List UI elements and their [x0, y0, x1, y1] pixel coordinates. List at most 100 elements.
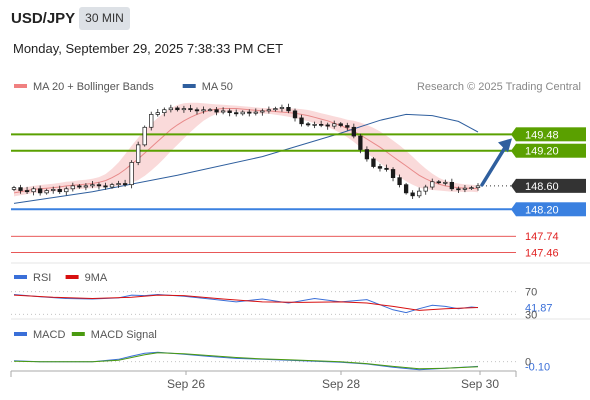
- macd-legend-label-1: MACD Signal: [91, 329, 157, 341]
- candle-body: [286, 107, 291, 112]
- candle-body: [475, 185, 481, 188]
- candle: [325, 122, 330, 130]
- candle: [136, 141, 141, 166]
- level-tag-pointer-2: [511, 178, 516, 193]
- candle-body: [234, 112, 239, 115]
- level-label-3: 148.20: [525, 204, 559, 216]
- candle-body: [338, 123, 343, 126]
- level-label-5: 147.46: [525, 248, 559, 260]
- candle-body: [305, 123, 311, 126]
- level-label-0: 149.48: [525, 129, 559, 141]
- macd-axis-label-1: -0.10: [525, 361, 550, 373]
- candle: [109, 182, 115, 189]
- rsi-series-1: [13, 294, 479, 311]
- candle: [469, 185, 474, 190]
- candle-body: [397, 177, 402, 186]
- chart-header: USD/JPY 30 MIN: [0, 0, 590, 36]
- candle: [417, 187, 422, 199]
- candle: [266, 106, 272, 114]
- candle-body: [240, 111, 245, 115]
- candle-body: [162, 109, 167, 113]
- legend-swatch-1: [182, 84, 196, 88]
- rsi-legend-swatch-0: [14, 275, 27, 279]
- candle: [430, 178, 435, 190]
- candle: [247, 109, 252, 117]
- chart-credit: Research © 2025 Trading Central: [417, 81, 581, 93]
- rsi-axis-label-1: 41.87: [525, 303, 553, 315]
- candle: [410, 190, 415, 199]
- macd-legend-label-0: MACD: [33, 329, 65, 341]
- candle-body: [109, 184, 115, 188]
- macd-legend-swatch-0: [14, 332, 27, 336]
- macd-series-0: [13, 351, 479, 371]
- candle: [149, 111, 154, 131]
- candle-body: [175, 107, 180, 111]
- candle: [142, 125, 147, 147]
- candle: [312, 121, 317, 129]
- candle: [122, 179, 128, 187]
- candle-body: [214, 109, 219, 113]
- candle-body: [358, 135, 363, 150]
- ma50-line: [13, 113, 479, 204]
- candle: [11, 185, 17, 192]
- candle: [351, 123, 356, 139]
- candle: [462, 185, 468, 193]
- candle: [384, 164, 389, 172]
- candle-body: [430, 181, 435, 188]
- rsi-series-0: [13, 293, 479, 314]
- candle-body: [410, 192, 415, 197]
- candle: [37, 185, 43, 196]
- candle-body: [90, 184, 95, 187]
- candle-body: [371, 158, 376, 167]
- candle: [44, 188, 49, 195]
- forecast-arrow-head: [498, 138, 512, 153]
- candle: [286, 103, 291, 114]
- candle: [332, 120, 337, 129]
- candle-body: [37, 188, 43, 194]
- candle: [168, 104, 173, 113]
- macd-series-1: [13, 352, 479, 370]
- candle-body: [227, 110, 232, 113]
- candle: [129, 160, 134, 189]
- candle: [377, 163, 383, 172]
- candle: [162, 107, 167, 117]
- candle: [214, 107, 219, 116]
- candle: [436, 180, 441, 185]
- candle-body: [149, 114, 154, 128]
- candle: [475, 183, 481, 191]
- candle: [201, 106, 206, 114]
- candle: [345, 122, 350, 131]
- candle: [90, 181, 95, 189]
- candle-body: [351, 126, 356, 137]
- candle-body: [469, 187, 474, 189]
- candle: [31, 186, 36, 196]
- candle-body: [364, 149, 370, 160]
- candle-body: [142, 126, 147, 146]
- rsi-legend-label-1: 9MA: [85, 272, 108, 284]
- macd-panel: MACD MACD Signal 0-0.10: [11, 329, 550, 373]
- symbol-title: USD/JPY: [11, 10, 76, 27]
- candle-body: [299, 117, 304, 125]
- candle: [96, 182, 102, 190]
- candle-body: [201, 109, 206, 112]
- level-tag-3: [516, 202, 586, 217]
- macd-legend-swatch-1: [71, 332, 85, 336]
- level-label-4: 147.74: [525, 231, 559, 243]
- candle: [390, 167, 396, 182]
- candle: [51, 186, 56, 194]
- rsi-axis-label-0: 70: [525, 287, 537, 299]
- timeframe-badge[interactable]: 30 MIN: [79, 7, 130, 30]
- candle: [371, 157, 376, 169]
- candle: [103, 182, 108, 190]
- candle-body: [207, 109, 213, 112]
- level-tag-pointer-3: [511, 202, 516, 217]
- x-tick-label-0: Sep 26: [167, 377, 205, 391]
- candle-body: [390, 169, 396, 179]
- candle: [253, 108, 258, 116]
- candle-body: [77, 185, 82, 188]
- candle-body: [24, 190, 30, 193]
- chart-datetime: Monday, September 29, 2025 7:38:33 PM CE…: [13, 41, 284, 56]
- candle-body: [403, 184, 409, 194]
- candle: [181, 105, 187, 113]
- candle-body: [260, 110, 265, 113]
